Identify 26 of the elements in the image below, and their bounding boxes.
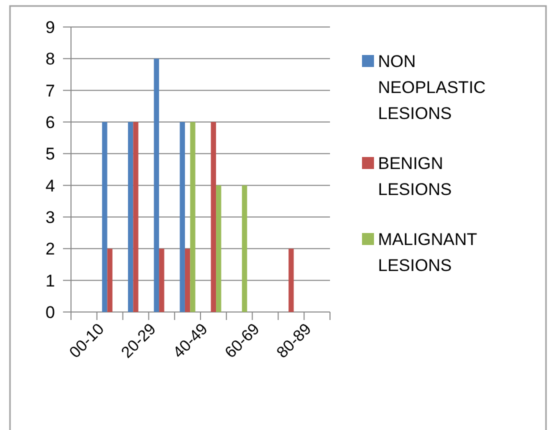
bar: [107, 248, 112, 312]
bar: [190, 122, 196, 312]
y-tick-label: 5: [46, 144, 55, 164]
y-tick-label: 0: [46, 302, 55, 322]
legend-label: BENIGN LESIONS: [378, 154, 452, 199]
y-tick-label: 1: [46, 271, 55, 290]
bar: [180, 122, 185, 312]
bar: [128, 122, 134, 312]
y-tick-label: 6: [46, 112, 55, 132]
legend-label: NON NEOPLASTIC LESIONS: [378, 52, 486, 123]
y-tick-label: 9: [46, 18, 55, 37]
y-tick-label: 7: [46, 81, 55, 100]
bar: [154, 58, 160, 312]
legend-label: MALIGNANT LESIONS: [378, 230, 478, 275]
bar: [102, 122, 108, 312]
bar: [242, 185, 248, 312]
bar: [184, 248, 190, 312]
bar: [216, 185, 222, 312]
bar: [288, 248, 294, 312]
y-tick-label: 4: [46, 176, 55, 196]
bar: [210, 122, 216, 312]
bar: [133, 122, 138, 312]
y-tick-label: 8: [46, 50, 55, 69]
bar: [159, 248, 164, 312]
y-tick-label: 3: [46, 208, 55, 227]
y-tick-label: 2: [46, 240, 55, 259]
